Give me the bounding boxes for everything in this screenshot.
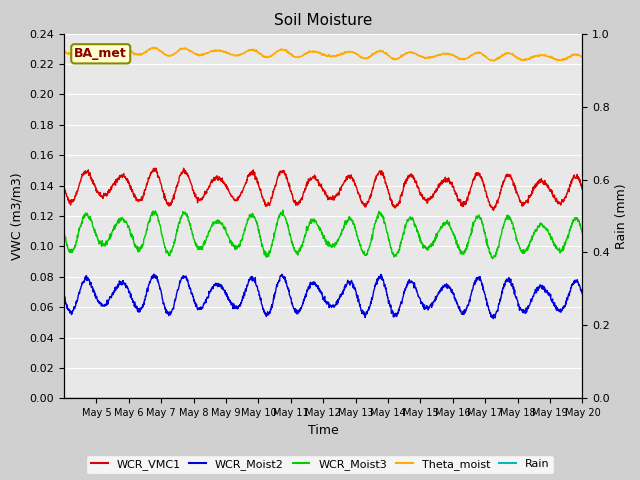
Y-axis label: Rain (mm): Rain (mm) — [616, 183, 628, 249]
Title: Soil Moisture: Soil Moisture — [274, 13, 372, 28]
X-axis label: Time: Time — [308, 424, 339, 437]
Y-axis label: VWC (m3/m3): VWC (m3/m3) — [11, 172, 24, 260]
Legend: WCR_VMC1, WCR_Moist2, WCR_Moist3, Theta_moist, Rain: WCR_VMC1, WCR_Moist2, WCR_Moist3, Theta_… — [86, 455, 554, 474]
Text: BA_met: BA_met — [74, 48, 127, 60]
